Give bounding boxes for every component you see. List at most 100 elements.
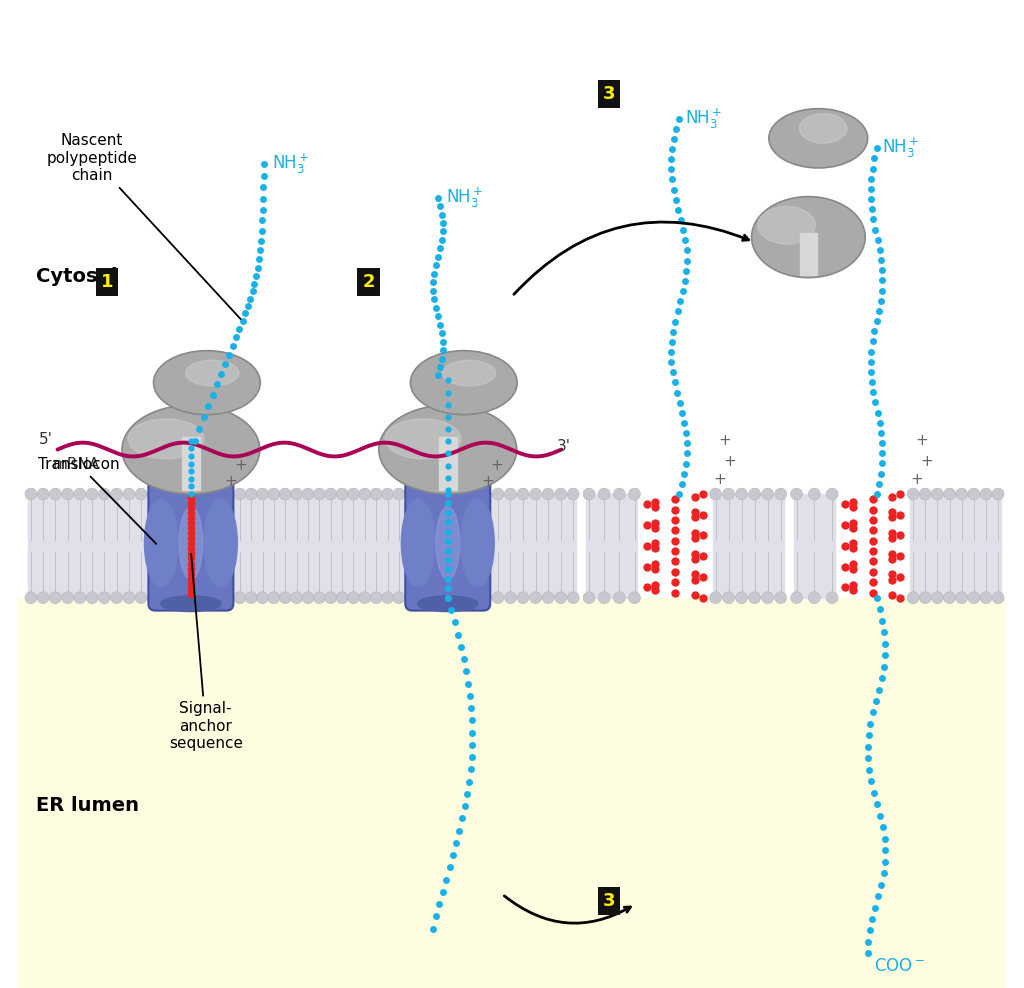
Circle shape: [791, 592, 803, 604]
Circle shape: [268, 592, 280, 604]
Text: NH$_3^+$: NH$_3^+$: [445, 186, 483, 209]
Circle shape: [325, 488, 337, 500]
Circle shape: [37, 488, 49, 500]
Ellipse shape: [179, 507, 203, 580]
Bar: [713, 494, 783, 598]
Ellipse shape: [154, 351, 260, 415]
Circle shape: [336, 592, 348, 604]
Circle shape: [479, 592, 492, 604]
Circle shape: [325, 592, 337, 604]
Bar: [910, 494, 1001, 598]
Circle shape: [123, 488, 135, 500]
Ellipse shape: [122, 405, 260, 494]
Text: NH$_3^+$: NH$_3^+$: [272, 152, 309, 176]
FancyBboxPatch shape: [406, 471, 490, 611]
Circle shape: [111, 488, 123, 500]
Circle shape: [505, 488, 516, 500]
Circle shape: [613, 592, 626, 604]
Text: +: +: [921, 454, 933, 469]
Circle shape: [517, 488, 529, 500]
Circle shape: [775, 592, 786, 604]
Text: 2: 2: [362, 273, 375, 290]
Circle shape: [61, 592, 74, 604]
Bar: [225, 494, 414, 598]
Circle shape: [542, 488, 554, 500]
Circle shape: [393, 592, 404, 604]
Text: 3: 3: [602, 892, 615, 910]
Text: 5': 5': [39, 432, 52, 448]
Text: NH$_3^+$: NH$_3^+$: [685, 107, 722, 130]
Circle shape: [492, 488, 504, 500]
Circle shape: [257, 488, 268, 500]
Circle shape: [347, 488, 359, 500]
Text: +: +: [490, 458, 504, 473]
Bar: [586, 494, 638, 598]
Circle shape: [86, 592, 98, 604]
Ellipse shape: [161, 596, 221, 612]
Circle shape: [371, 488, 382, 500]
Circle shape: [762, 488, 773, 500]
Circle shape: [98, 488, 111, 500]
Text: Translocon: Translocon: [38, 456, 157, 543]
Bar: [800, 233, 817, 275]
Ellipse shape: [769, 109, 867, 168]
Circle shape: [404, 488, 416, 500]
Circle shape: [542, 592, 554, 604]
Circle shape: [393, 488, 404, 500]
Text: +: +: [723, 454, 735, 469]
Text: +: +: [718, 433, 731, 448]
Circle shape: [598, 488, 610, 500]
Circle shape: [382, 592, 393, 604]
Circle shape: [955, 592, 968, 604]
Circle shape: [302, 488, 314, 500]
Circle shape: [268, 488, 280, 500]
Circle shape: [280, 592, 291, 604]
Circle shape: [775, 488, 786, 500]
Circle shape: [382, 488, 393, 500]
Circle shape: [135, 488, 147, 500]
Circle shape: [302, 592, 314, 604]
Circle shape: [629, 488, 640, 500]
Ellipse shape: [204, 499, 238, 587]
Circle shape: [371, 592, 382, 604]
Circle shape: [358, 488, 371, 500]
Circle shape: [932, 488, 943, 500]
Text: +: +: [713, 472, 726, 487]
Circle shape: [529, 488, 542, 500]
Circle shape: [762, 592, 773, 604]
Circle shape: [980, 488, 992, 500]
Circle shape: [529, 592, 542, 604]
Bar: [182, 437, 200, 490]
Circle shape: [74, 488, 86, 500]
Circle shape: [555, 488, 566, 500]
Circle shape: [943, 488, 955, 500]
Circle shape: [735, 488, 748, 500]
Circle shape: [749, 592, 761, 604]
Circle shape: [123, 592, 135, 604]
Circle shape: [826, 488, 838, 500]
Circle shape: [932, 592, 943, 604]
Text: Cytosol: Cytosol: [36, 267, 118, 287]
Ellipse shape: [385, 419, 461, 458]
Ellipse shape: [418, 596, 478, 612]
Circle shape: [980, 592, 992, 604]
Circle shape: [222, 592, 234, 604]
Text: +: +: [481, 474, 494, 489]
Circle shape: [723, 592, 734, 604]
Circle shape: [347, 592, 359, 604]
Circle shape: [61, 488, 74, 500]
Text: Signal-
anchor
sequence: Signal- anchor sequence: [169, 554, 243, 751]
Text: NH$_3^+$: NH$_3^+$: [883, 136, 920, 160]
Circle shape: [111, 592, 123, 604]
Circle shape: [955, 488, 968, 500]
Circle shape: [808, 592, 820, 604]
Circle shape: [280, 488, 291, 500]
Ellipse shape: [418, 468, 478, 484]
Circle shape: [968, 488, 980, 500]
Text: 1: 1: [100, 273, 114, 290]
Text: Nascent
polypeptide
chain: Nascent polypeptide chain: [47, 133, 241, 319]
Ellipse shape: [436, 507, 460, 580]
Circle shape: [710, 488, 722, 500]
Ellipse shape: [185, 361, 239, 386]
Circle shape: [808, 488, 820, 500]
